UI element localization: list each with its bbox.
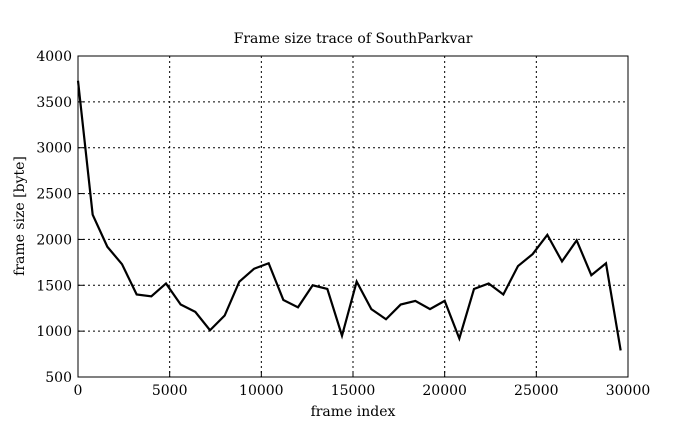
x-tick-label: 30000 [606, 383, 651, 399]
x-tick-label: 5000 [152, 383, 188, 399]
y-tick-label: 3000 [36, 141, 72, 157]
x-tick-label: 25000 [514, 383, 559, 399]
y-tick-label: 500 [45, 370, 72, 386]
series-line [78, 81, 621, 351]
y-tick-label: 2500 [36, 187, 72, 203]
y-tick-label: 2000 [36, 232, 72, 248]
x-tick-label: 0 [74, 383, 83, 399]
y-tick-label: 1500 [36, 278, 72, 294]
y-tick-label: 4000 [36, 49, 72, 65]
y-axis-label: frame size [byte] [12, 156, 28, 276]
x-axis-label: frame index [311, 404, 396, 420]
y-tick-label: 3500 [36, 95, 72, 111]
x-tick-label: 20000 [422, 383, 467, 399]
x-tick-label: 10000 [239, 383, 284, 399]
y-tick-label: 1000 [36, 324, 72, 340]
grid [78, 56, 628, 377]
x-tick-label: 15000 [331, 383, 376, 399]
chart-title: Frame size trace of SouthParkvar [234, 31, 473, 47]
series [78, 81, 621, 351]
